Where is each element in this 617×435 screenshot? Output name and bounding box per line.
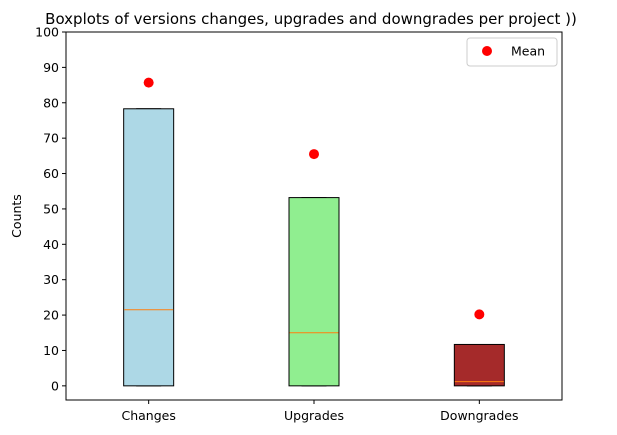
legend: Mean <box>466 37 558 67</box>
plot-frame <box>65 31 563 401</box>
y-tick-label: 20 <box>43 308 59 323</box>
x-tick-label: Downgrades <box>440 408 518 423</box>
x-tick-label: Upgrades <box>284 408 344 423</box>
y-tick-label: 70 <box>43 131 59 146</box>
legend-mean-label: Mean <box>511 44 545 59</box>
box-downgrades <box>453 343 505 387</box>
legend-box <box>466 37 558 67</box>
y-tick-label: 0 <box>51 378 59 393</box>
chart-title: Boxplots of versions changes, upgrades a… <box>45 10 577 28</box>
y-tick-label: 90 <box>43 60 59 75</box>
y-tick-label: 10 <box>43 343 59 358</box>
y-tick-label: 100 <box>35 25 59 40</box>
y-tick-label: 80 <box>43 95 59 110</box>
y-tick-label: 50 <box>43 201 59 216</box>
box-upgrades <box>288 197 340 387</box>
y-tick-label: 30 <box>43 272 59 287</box>
x-tick-label: Changes <box>121 408 175 423</box>
y-tick-label: 60 <box>43 166 59 181</box>
mean-marker-downgrades <box>474 309 485 320</box>
mean-marker-changes <box>143 77 154 88</box>
y-axis-title: Counts <box>9 194 24 238</box>
mean-marker-upgrades <box>309 149 319 160</box>
box-changes <box>123 108 175 387</box>
y-tick-label: 40 <box>43 237 59 252</box>
legend-mean-marker <box>482 46 492 56</box>
plot-area: 0 10 20 30 40 50 60 70 80 90 100 Changes Upgrades Dow… <box>35 25 518 424</box>
